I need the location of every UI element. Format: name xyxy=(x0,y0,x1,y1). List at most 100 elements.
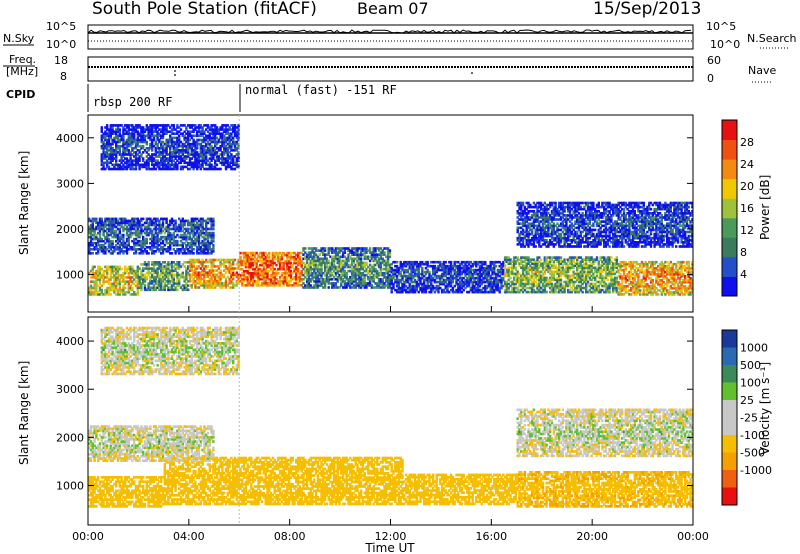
heatmap-cell xyxy=(415,262,419,266)
heatmap-cell xyxy=(617,264,620,268)
heatmap-cell xyxy=(594,282,597,286)
heatmap-cell xyxy=(174,263,177,266)
heatmap-cell xyxy=(476,272,480,276)
heatmap-cell xyxy=(320,271,323,275)
heatmap-cell xyxy=(322,271,325,275)
heatmap-cell xyxy=(89,280,93,283)
heatmap-cell xyxy=(260,259,264,263)
heatmap-cell xyxy=(149,237,152,241)
heatmap-cell xyxy=(138,267,141,270)
heatmap-cell xyxy=(379,261,383,265)
heatmap-cell xyxy=(588,276,591,280)
heatmap-cell xyxy=(107,243,111,247)
heatmap-cell xyxy=(154,235,157,239)
heatmap-cell xyxy=(558,290,561,294)
heatmap-cell xyxy=(577,280,581,284)
heatmap-cell xyxy=(556,278,559,282)
heatmap-cell xyxy=(624,260,627,264)
heatmap-cell xyxy=(149,277,152,281)
heatmap-cell xyxy=(484,268,487,272)
heatmap-cell xyxy=(523,276,527,280)
heatmap-cell xyxy=(111,223,114,227)
heatmap-cell xyxy=(478,276,482,280)
heatmap-cell xyxy=(300,259,303,263)
heatmap-cell xyxy=(161,269,165,273)
heatmap-cell xyxy=(122,271,125,275)
heatmap-cell xyxy=(392,282,395,286)
heatmap-cell xyxy=(363,257,366,261)
heatmap-cell xyxy=(232,267,235,270)
heatmap-cell xyxy=(140,288,143,292)
heatmap-cell xyxy=(129,267,132,271)
heatmap-cell xyxy=(358,271,361,275)
heatmap-cell xyxy=(428,278,431,282)
heatmap-cell xyxy=(403,284,406,288)
heatmap-cell xyxy=(388,249,392,252)
heatmap-cell xyxy=(188,275,192,279)
heatmap-cell xyxy=(576,284,579,288)
heatmap-cell xyxy=(462,266,465,270)
heatmap-cell xyxy=(512,258,516,261)
heatmap-cell xyxy=(615,266,618,270)
heatmap-cell xyxy=(120,237,123,241)
heatmap-cell xyxy=(230,258,233,262)
heatmap-cell xyxy=(554,288,557,292)
heatmap-cell xyxy=(336,265,339,269)
heatmap-cell xyxy=(188,235,192,239)
heatmap-cell xyxy=(386,273,390,277)
heatmap-cell xyxy=(325,271,329,275)
heatmap-cell xyxy=(190,262,193,266)
heatmap-cell xyxy=(653,287,656,290)
heatmap-cell xyxy=(496,278,500,282)
heatmap-cell xyxy=(383,261,386,265)
heatmap-cell xyxy=(125,252,129,255)
heatmap-cell xyxy=(523,284,527,288)
heatmap-cell xyxy=(565,282,568,286)
heatmap-cell xyxy=(104,237,107,241)
heatmap-cell xyxy=(133,271,136,275)
heatmap-cell xyxy=(583,286,586,290)
heatmap-cell xyxy=(424,290,428,294)
heatmap-cell xyxy=(188,223,192,227)
heatmap-cell xyxy=(554,266,557,270)
heatmap-cell xyxy=(161,221,165,225)
heatmap-cell xyxy=(489,282,492,286)
heatmap-cell xyxy=(113,219,116,223)
heatmap-cell xyxy=(458,276,462,280)
heatmap-cell xyxy=(140,243,143,247)
heatmap-cell xyxy=(133,246,136,249)
heatmap-cell xyxy=(658,285,662,288)
heatmap-cell xyxy=(484,262,487,266)
heatmap-cell xyxy=(597,260,600,263)
heatmap-cell xyxy=(305,253,309,256)
heatmap-cell xyxy=(395,288,399,292)
heatmap-cell xyxy=(383,247,386,250)
heatmap-cell xyxy=(430,284,433,288)
heatmap-cell xyxy=(599,256,602,259)
heatmap-cell xyxy=(386,278,390,281)
heatmap-cell xyxy=(88,217,91,221)
heatmap-cell xyxy=(466,270,469,274)
heatmap-cell xyxy=(268,251,271,255)
heatmap-cell xyxy=(613,286,617,290)
heatmap-cell xyxy=(642,289,645,292)
heatmap-cell xyxy=(271,279,275,283)
heatmap-cell xyxy=(558,278,561,282)
heatmap-cell xyxy=(307,280,311,283)
heatmap-cell xyxy=(676,289,680,292)
heatmap-cell xyxy=(574,276,577,280)
heatmap-cell xyxy=(206,286,210,289)
heatmap-cell xyxy=(556,270,559,274)
heatmap-cell xyxy=(264,273,267,277)
heatmap-cell xyxy=(518,241,521,244)
heatmap-cell xyxy=(644,270,647,274)
heatmap-cell xyxy=(606,256,609,259)
heatmap-cell xyxy=(154,271,157,275)
heatmap-cell xyxy=(295,269,298,273)
heatmap-cell xyxy=(336,269,339,273)
heatmap-cell xyxy=(395,284,399,288)
heatmap-cell xyxy=(343,282,347,285)
heatmap-cell xyxy=(376,271,379,275)
heatmap-cell xyxy=(320,251,323,254)
heatmap-cell xyxy=(503,284,507,288)
